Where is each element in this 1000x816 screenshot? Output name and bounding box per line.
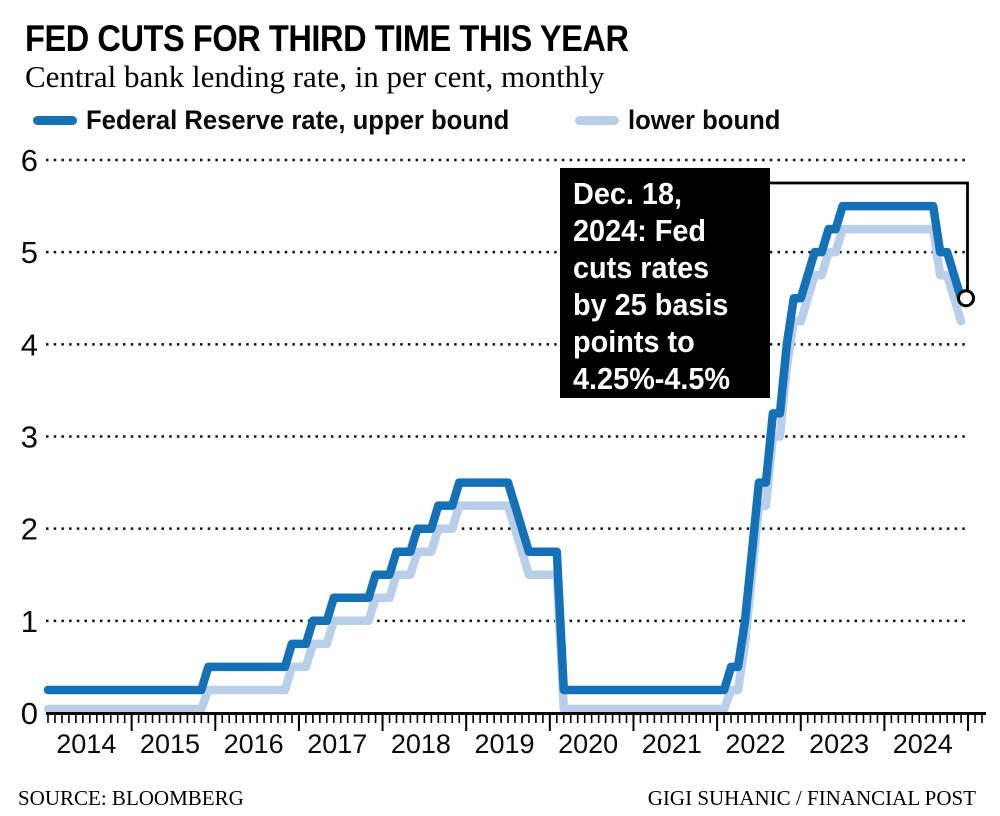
end-point-marker: [957, 289, 975, 308]
annotation-callout-box: Dec. 18, 2024: Fed cuts rates by 25 basi…: [560, 168, 770, 398]
y-tick-label-2: 2: [21, 512, 38, 547]
x-tick-label-2022: 2022: [725, 729, 785, 759]
y-tick-label-0: 0: [21, 696, 38, 731]
x-tick-label-2015: 2015: [140, 729, 200, 759]
source-credit: SOURCE: BLOOMBERG: [18, 786, 244, 810]
annotation-line: 2024: Fed: [573, 213, 707, 248]
lower-bound-line-swatch: [575, 115, 619, 125]
upper-bound-line-swatch: [33, 115, 77, 125]
annotation-line: cuts rates: [573, 250, 710, 285]
x-tick-label-2020: 2020: [558, 729, 618, 759]
x-tick-label-2019: 2019: [474, 729, 534, 759]
legend-item-lower-bound: lower bound: [575, 104, 788, 136]
upper-bound-line: [43, 201, 966, 695]
x-tick-label-2016: 2016: [224, 729, 284, 759]
y-tick-label-6: 6: [21, 143, 38, 178]
y-tick-label-1: 1: [21, 604, 38, 639]
x-tick-label-2014: 2014: [56, 729, 116, 759]
annotation-line: by 25 basis: [573, 287, 729, 322]
x-tick-label-2023: 2023: [809, 729, 869, 759]
y-tick-label-3: 3: [21, 419, 38, 454]
callout-connector-line: [770, 181, 969, 292]
y-tick-label-4: 4: [21, 327, 38, 362]
author-credit: GIGI SUHANIC / FINANCIAL POST: [647, 786, 976, 810]
x-tick-label-2024: 2024: [893, 729, 953, 759]
x-tick-label-2017: 2017: [307, 729, 367, 759]
x-tick-label-2018: 2018: [391, 729, 451, 759]
chart-subtitle: Central bank lending rate, in per cent, …: [25, 59, 605, 94]
annotation-line: points to: [573, 324, 695, 359]
lower-bound-line: [43, 224, 966, 714]
chart-title: FED CUTS FOR THIRD TIME THIS YEAR: [25, 18, 629, 59]
annotation-line: 4.25%-4.5%: [573, 361, 731, 396]
x-tick-label-2021: 2021: [642, 729, 702, 759]
legend-label-upper: Federal Reserve rate, upper bound: [86, 104, 510, 135]
y-tick-label-5: 5: [21, 235, 38, 270]
annotation-line: Dec. 18,: [573, 176, 682, 211]
legend-item-upper-bound: Federal Reserve rate, upper bound: [33, 104, 532, 136]
legend-label-lower: lower bound: [628, 104, 781, 135]
